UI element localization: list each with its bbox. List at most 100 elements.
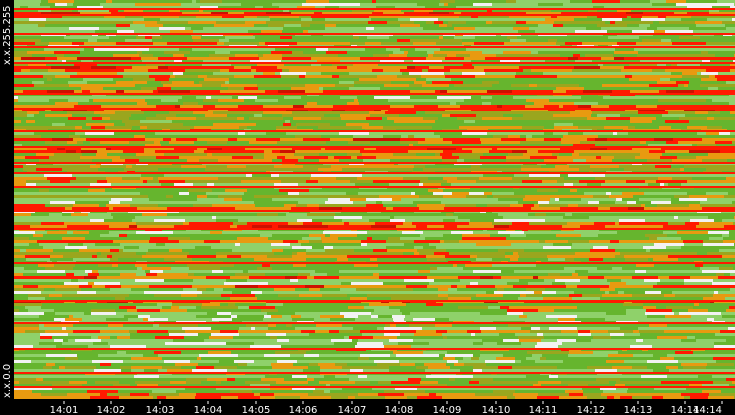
heatmap-cell [192,69,220,72]
heatmap-cell [537,342,562,345]
heatmap-cell [428,177,443,180]
heatmap-cell [137,225,166,228]
heatmap-cell [563,216,589,219]
heatmap-cell [55,288,81,291]
heatmap-cell [14,117,45,120]
heatmap-cell [707,387,715,390]
heatmap-cell [90,48,94,51]
heatmap-cell [508,135,520,138]
heatmap-cell [568,132,583,135]
heatmap-cell [719,342,735,345]
heatmap-cell [587,183,601,186]
heatmap-cell [684,168,701,171]
heatmap-cell [49,318,54,321]
heatmap-cell [73,258,96,261]
heatmap-cell [196,315,222,318]
heatmap-cell [645,204,657,207]
heatmap-cell [88,189,105,192]
heatmap-cell [543,246,571,249]
heatmap-cell [419,222,446,225]
heatmap-cell [292,318,314,321]
heatmap-cell [494,225,509,228]
heatmap-cell [475,225,494,228]
heatmap-cell [237,366,263,369]
heatmap-cell [349,117,366,120]
heatmap-cell [611,294,616,297]
heatmap-cell [355,345,384,348]
heatmap-cell [136,36,145,39]
heatmap-cell [109,207,113,210]
heatmap-cell [454,12,461,15]
heatmap-cell [598,207,610,210]
heatmap-cell [291,87,319,90]
heatmap-cell [430,267,437,270]
heatmap-cell [142,213,167,216]
heatmap-cell [286,213,307,216]
heatmap-cell [278,258,285,261]
heatmap-cell [712,282,729,285]
heatmap-cell [587,150,596,153]
heatmap-cell [418,141,429,144]
heatmap-cell [38,285,51,288]
heatmap-cell [392,198,401,201]
heatmap-cell [384,327,399,330]
heatmap-cell [14,336,40,339]
heatmap-cell [581,96,603,99]
heatmap-cell [538,381,561,384]
heatmap-cell [707,363,734,366]
heatmap-cell [113,384,130,387]
heatmap-cell [291,12,314,15]
heatmap-cell [472,150,489,153]
heatmap-cell [49,213,62,216]
heatmap-cell [192,369,213,372]
heatmap-cell [107,393,130,396]
heatmap-cell [584,351,593,354]
heatmap-cell [369,303,384,306]
heatmap-cell [113,54,139,57]
heatmap-cell [182,12,203,15]
heatmap-cell [575,30,580,33]
heatmap-cell [25,330,45,333]
heatmap-cell [480,165,497,168]
heatmap-cell [628,207,644,210]
heatmap-cell [272,249,283,252]
heatmap-cell [124,90,153,93]
heatmap-cell [219,39,229,42]
heatmap-cell [280,138,294,141]
heatmap-cell [311,15,329,18]
heatmap-cell [518,201,527,204]
heatmap-cell [72,42,84,45]
heatmap-cell [176,330,185,333]
heatmap-cell [447,54,456,57]
heatmap-cell [325,96,340,99]
heatmap-cell [245,6,255,9]
heatmap-cell [150,237,168,240]
heatmap-cell [255,204,284,207]
heatmap-row [14,174,735,177]
heatmap-cell [412,390,425,393]
heatmap-cell [645,291,661,294]
heatmap-cell [653,258,678,261]
heatmap-cell [65,357,78,360]
heatmap-cell [689,384,702,387]
heatmap-cell [361,240,386,243]
heatmap-cell [158,66,168,69]
heatmap-cell [625,156,635,159]
heatmap-cell [434,132,462,135]
heatmap-cell [309,288,320,291]
heatmap-cell [647,159,672,162]
heatmap-cell [576,138,587,141]
heatmap-cell [384,390,412,393]
heatmap-cell [521,324,530,327]
heatmap-cell [526,357,540,360]
heatmap-cell [393,318,404,321]
heatmap-cell [304,354,314,357]
heatmap-cell [681,246,708,249]
heatmap-cell [93,99,114,102]
heatmap-cell [148,318,168,321]
heatmap-cell [365,48,386,51]
heatmap-cell [656,180,687,183]
heatmap-cell [492,264,518,267]
heatmap-cell [533,222,540,225]
heatmap-cell [283,9,289,12]
